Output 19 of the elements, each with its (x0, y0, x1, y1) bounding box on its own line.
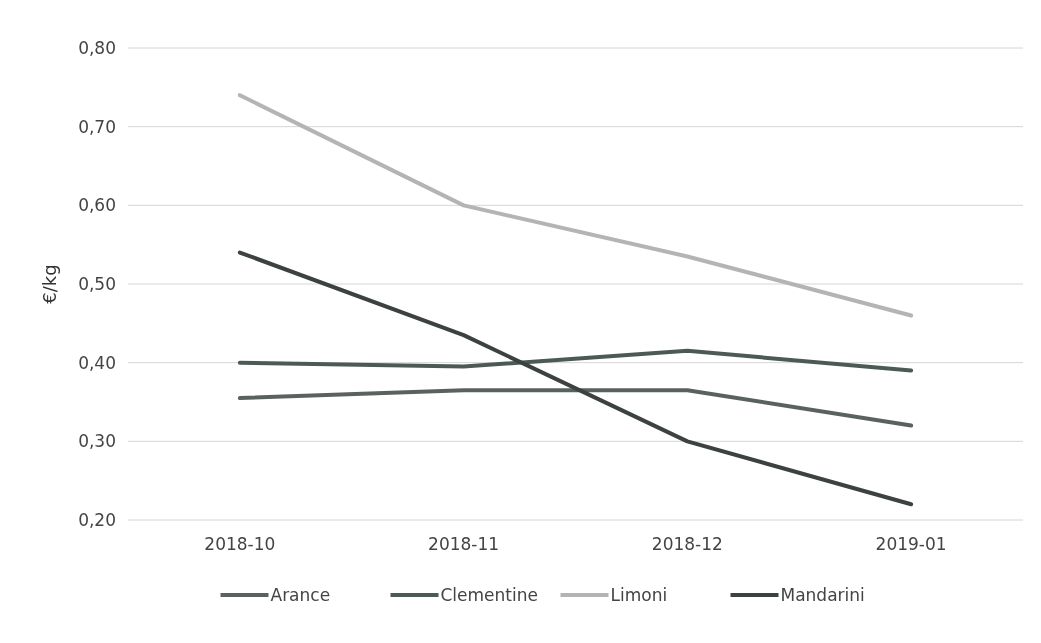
legend-label: Arance (270, 584, 331, 605)
line-series (237, 348, 914, 373)
line-series (237, 250, 914, 507)
line-series (237, 93, 914, 318)
x-tick-label: 2019-01 (875, 534, 947, 554)
legend-label: Clementine (440, 584, 538, 605)
y-tick-label: 0,50 (78, 273, 116, 294)
x-tick-label: 2018-10 (204, 534, 276, 554)
y-tick-label: 0,30 (78, 431, 116, 452)
y-tick-label: 0,40 (78, 352, 116, 373)
y-axis-title: €/kg (39, 264, 60, 304)
y-tick-label: 0,60 (78, 195, 116, 216)
y-tick-label: 0,80 (78, 37, 116, 58)
x-tick-label: 2018-12 (651, 534, 723, 554)
x-tick-label: 2018-11 (428, 534, 500, 554)
legend-label: Mandarini (780, 584, 865, 605)
legend-label: Limoni (610, 584, 668, 605)
y-tick-label: 0,70 (78, 116, 116, 137)
y-tick-label: 0,20 (78, 509, 116, 530)
